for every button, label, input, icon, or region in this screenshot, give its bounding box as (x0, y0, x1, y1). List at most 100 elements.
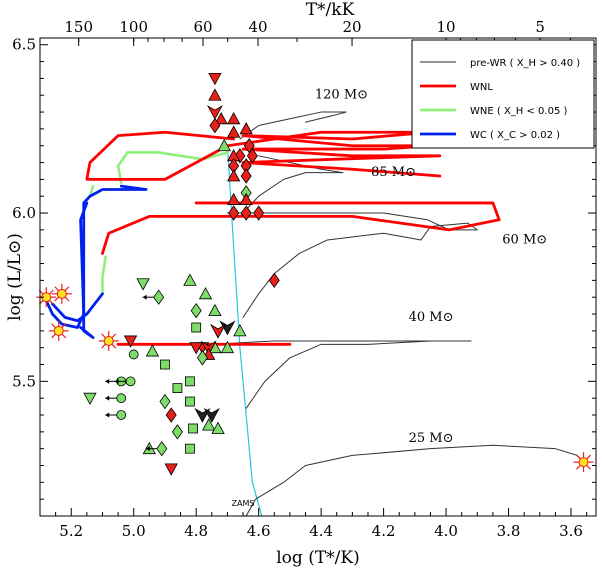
star-symbol-arrow-down (206, 105, 223, 120)
star-symbol-tri-down (136, 278, 150, 291)
track-85-wc (44, 201, 89, 329)
star-symbol-diamond (190, 302, 202, 319)
star-symbol-diamond (240, 205, 252, 221)
top-axis-title: T*/kK (306, 0, 355, 20)
supernova-marker (98, 330, 119, 351)
star-symbol-diamond (268, 272, 280, 289)
x-tick-label: 4.6 (247, 522, 271, 540)
star-symbol-diamond (159, 393, 171, 410)
top-tick-label: 100 (119, 18, 148, 36)
star-symbol-diamond-arrow (153, 289, 165, 305)
legend: pre-WR ( X_H > 0.40 ) WNL WNE ( X_H < 0.05… (411, 39, 595, 149)
supernova-core (578, 457, 589, 468)
star-symbol-diamond (253, 205, 265, 221)
track-25-pre-wr (245, 444, 585, 516)
track-mass-label: 60 M⊙ (502, 232, 547, 247)
left-axis-title: log (L/L⊙) (5, 233, 25, 321)
star-symbol-square (191, 322, 202, 333)
track-120-pre-wr (239, 111, 347, 140)
star-symbol-diamond (209, 117, 221, 134)
legend-label: WNL (470, 82, 493, 93)
arrow-head-icon (145, 446, 150, 452)
supernova-marker (48, 320, 69, 341)
star-symbol-tri-down (83, 392, 97, 406)
track-40-pre-wr (117, 340, 472, 409)
supernova-marker (36, 287, 57, 308)
stars-layer (83, 72, 280, 476)
bottom-axis-title: log (T*/K) (276, 548, 360, 568)
legend-box (411, 39, 595, 149)
star-symbol-tri-down (123, 335, 138, 348)
star-symbol-circle-arrow (116, 393, 127, 404)
star-symbol-diamond-arrow (156, 440, 168, 457)
star-symbol-square (185, 376, 195, 387)
arrow-head-icon (105, 412, 110, 418)
star-symbol-triangle (239, 122, 253, 135)
arrow-head-icon (142, 294, 147, 300)
star-symbol-tri-down (189, 342, 203, 355)
top-tick-label: 20 (342, 18, 361, 36)
star-symbol-arrow-down (194, 407, 211, 423)
track-60-wne (101, 255, 107, 296)
star-symbol-square (185, 396, 195, 407)
star-symbol-triangle (226, 125, 241, 138)
star-symbol-triangle (239, 192, 253, 205)
star-symbol-triangle (226, 111, 241, 125)
zams-layer (226, 145, 263, 516)
star-symbol-square (172, 383, 183, 393)
star-symbol-triangle (217, 138, 231, 152)
x-tick-label: 4.4 (309, 522, 333, 540)
star-symbol-tri-down (164, 463, 178, 476)
track-85-wnl (101, 201, 501, 255)
star-symbol-arrow-down (210, 323, 227, 339)
star-symbol-triangle (220, 340, 235, 354)
x-tick-label: 4.2 (372, 522, 396, 540)
star-symbol-circle-arrow (125, 376, 136, 387)
star-symbol-triangle (198, 286, 213, 300)
star-symbol-triangle (233, 324, 247, 337)
y-tick-label: 5.5 (12, 372, 36, 390)
star-symbol-diamond (228, 205, 240, 221)
supernova-marker (573, 452, 594, 473)
star-symbol-tri-down (208, 72, 222, 86)
star-symbol-diamond (165, 407, 177, 423)
x-tick-label: 5.0 (122, 522, 146, 540)
star-symbol-square (160, 359, 170, 370)
x-tick-label: 4.8 (184, 522, 208, 540)
track-mass-label: 25 M⊙ (409, 431, 454, 446)
supernova-core (56, 288, 67, 299)
arrow-head-icon (105, 395, 110, 401)
top-tick-label: 150 (64, 18, 93, 36)
x-tick-label: 3.6 (559, 522, 583, 540)
star-symbol-triangle (214, 111, 228, 125)
arrow-head-icon (114, 378, 119, 384)
legend-label: pre-WR ( X_H > 0.40 ) (470, 58, 580, 69)
tracks-layer (44, 111, 585, 516)
top-tick-label: 40 (248, 18, 267, 36)
supernova-core (53, 325, 64, 336)
track-mass-label: 85 M⊙ (371, 165, 416, 180)
star-symbol-diamond (246, 148, 258, 164)
track-85-pre-wr (239, 155, 344, 217)
x-tick-label: 4.0 (434, 522, 458, 540)
zams-line (226, 145, 263, 516)
star-symbol-triangle (211, 421, 225, 434)
track-mass-label: 120 M⊙ (315, 88, 368, 103)
star-symbol-diamond (196, 350, 208, 366)
supernova-core (103, 335, 114, 346)
star-symbol-triangle (226, 169, 241, 182)
star-symbol-triangle (145, 344, 160, 357)
supernova-marker (51, 283, 72, 304)
top-tick-label: 10 (437, 18, 456, 36)
zams-label: ZAMS (232, 499, 255, 508)
y-tick-label: 6.5 (12, 36, 36, 54)
star-symbol-arrow-down (203, 407, 220, 423)
star-symbol-circle (128, 349, 139, 360)
star-symbol-triangle (208, 303, 222, 317)
star-symbol-triangle (202, 418, 216, 431)
star-symbol-diamond (240, 168, 252, 184)
legend-label: WC ( X_C > 0.02 ) (470, 130, 560, 141)
axes-layer (39, 37, 597, 517)
star-symbol-circle-arrow (116, 410, 127, 420)
